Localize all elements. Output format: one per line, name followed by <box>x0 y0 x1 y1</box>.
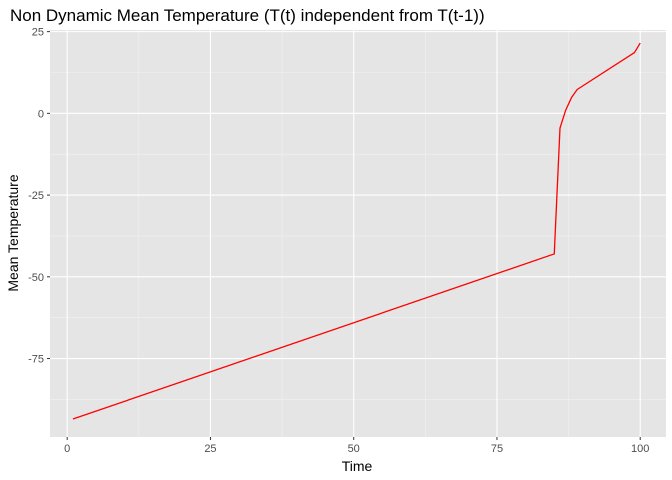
y-tick-label: 0 <box>38 108 44 120</box>
x-tick-label: 0 <box>64 443 70 455</box>
x-axis-title: Time <box>342 458 373 474</box>
y-tick-label: -50 <box>28 272 44 284</box>
x-tick-label: 25 <box>204 443 216 455</box>
grid-minor <box>50 30 666 437</box>
series-layer <box>72 42 641 420</box>
y-tick-label: -25 <box>28 190 44 202</box>
x-axis-ticks: 0 25 50 75 100 <box>64 437 649 455</box>
y-tick-label: -75 <box>28 354 44 366</box>
grid-major <box>50 30 666 437</box>
series-line <box>72 42 641 420</box>
y-axis-ticks: 25 0 -25 -50 -75 <box>28 27 50 366</box>
chart-title: Non Dynamic Mean Temperature (T(t) indep… <box>10 6 485 25</box>
y-tick-label: 25 <box>32 27 44 39</box>
plot-panel <box>50 30 666 437</box>
x-tick-label: 100 <box>631 443 649 455</box>
x-tick-label: 50 <box>348 443 360 455</box>
x-tick-label: 75 <box>491 443 503 455</box>
y-axis-title: Mean Temperature <box>5 174 21 291</box>
